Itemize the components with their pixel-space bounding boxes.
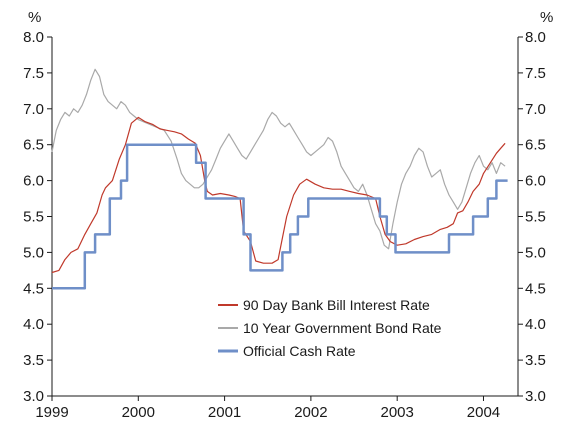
left-y-tick-label: 3.5 [23,352,44,369]
left-y-tick-label: 5.0 [23,244,44,261]
left-y-tick-label: 7.0 [23,101,44,118]
right-y-tick-label: 3.5 [525,352,546,369]
series-bond-line [51,68,506,250]
series-bank-bill-line [51,116,506,274]
left-y-tick-label: 4.0 [23,316,44,333]
left-y-tick-label: 6.5 [23,137,44,154]
series-layer [51,68,508,290]
right-y-tick-label: 6.5 [525,137,546,154]
left-y-tick-label: 6.0 [23,173,44,190]
legend-label-bond: 10 Year Government Bond Rate [243,320,442,336]
right-y-tick-label: 8.0 [525,29,546,46]
left-y-unit-label: % [28,9,41,26]
x-tick-label: 2003 [380,404,413,421]
right-y-tick-label: 7.5 [525,65,546,82]
right-y-tick-label: 4.0 [525,316,546,333]
legend: 90 Day Bank Bill Interest Rate 10 Year G… [218,297,442,359]
left-y-tick-label: 7.5 [23,65,44,82]
x-tick-label: 2001 [208,404,241,421]
right-y-tick-label: 3.0 [525,388,546,405]
left-y-tick-label: 8.0 [23,29,44,46]
right-y-tick-label: 6.0 [525,173,546,190]
x-tick-label: 2004 [467,404,500,421]
legend-label-bank-bill: 90 Day Bank Bill Interest Rate [243,297,430,313]
right-y-ticks: 8.0 7.5 7.0 6.5 6.0 5.5 5.0 4.5 4.0 3.5 3.0 [518,29,546,405]
x-tick-label: 2002 [294,404,327,421]
left-y-tick-label: 4.5 [23,280,44,297]
left-y-tick-label: 3.0 [23,388,44,405]
right-y-tick-label: 4.5 [525,280,546,297]
legend-label-ocr: Official Cash Rate [243,343,356,359]
right-y-tick-label: 5.0 [525,244,546,261]
right-y-tick-label: 7.0 [525,101,546,118]
x-ticks: 1999 2000 2001 2002 2003 2004 [35,396,500,421]
right-y-unit-label: % [540,9,553,26]
series-ocr-step-line [52,143,508,290]
right-y-tick-label: 5.5 [525,209,546,226]
x-tick-label: 1999 [35,404,68,421]
x-tick-label: 2000 [122,404,155,421]
left-y-tick-label: 5.5 [23,209,44,226]
left-y-ticks: 8.0 7.5 7.0 6.5 6.0 5.5 5.0 4.5 4.0 3.5 3.0 [23,29,52,405]
